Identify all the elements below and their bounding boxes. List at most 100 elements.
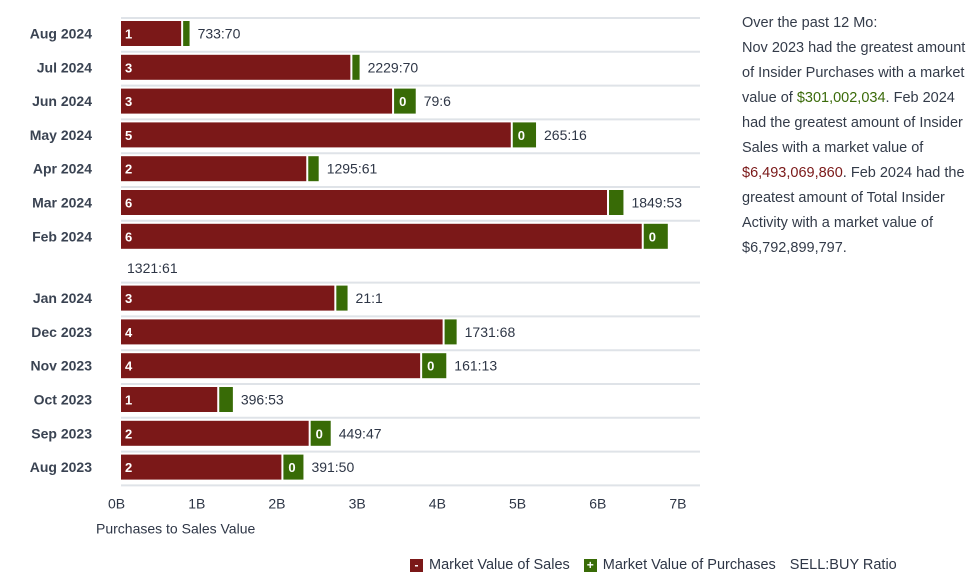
legend-item-ratio[interactable]: SELL:BUY Ratio: [790, 557, 897, 573]
legend-item-purchases[interactable]: + Market Value of Purchases: [583, 557, 776, 573]
purchases-bar: [643, 223, 668, 249]
sell-buy-ratio-label: 733:70: [198, 26, 241, 42]
sales-count-label: 5: [125, 128, 132, 143]
purchases-bar: [336, 285, 348, 311]
sell-buy-ratio-label: 396:53: [241, 392, 284, 408]
category-label: Jan 2024: [33, 290, 92, 306]
sales-bar: [121, 353, 421, 379]
minus-icon: -: [410, 558, 423, 572]
summary-text: Nov 2023 had the greatest amount of Insi…: [742, 36, 967, 261]
sales-bar: [121, 21, 182, 46]
purchases-bar: [310, 420, 331, 446]
sales-bar: [121, 420, 309, 446]
category-label: Nov 2023: [31, 358, 93, 374]
summary-total-text: . Feb 2024 had the greatest amount of To…: [742, 165, 965, 256]
sell-buy-ratio-label: 449:47: [339, 425, 382, 441]
purchases-count-label: 0: [316, 426, 323, 441]
summary-purchase-value: $301,002,034: [796, 90, 886, 106]
sales-bar: [121, 190, 608, 215]
category-label: Apr 2024: [33, 161, 92, 177]
category-label: Dec 2023: [31, 324, 92, 340]
category-label: Jun 2024: [32, 93, 92, 109]
insider-activity-chart: 1 733:70 3 2229:70 3 0 79:6 5 0 265:16 2 1295:61 6 18…: [30, 17, 700, 536]
bars: 1 733:70 3 2229:70 3 0 79:6 5 0 265:16 2 1295:61 6 18…: [121, 21, 682, 480]
legend-sales-label: Market Value of Sales: [429, 557, 570, 573]
summary-panel: Over the past 12 Mo: Nov 2023 had the gr…: [742, 11, 967, 261]
sales-bar: [121, 54, 351, 80]
summary-sales-value: $6,493,069,860: [742, 165, 843, 181]
x-tick-label: 1B: [188, 495, 205, 511]
legend-purchases-label: Market Value of Purchases: [602, 557, 776, 573]
sell-buy-ratio-label: 391:50: [311, 459, 354, 475]
sell-buy-ratio-label: 1731:68: [465, 324, 516, 340]
sales-count-label: 4: [125, 325, 133, 340]
legend: - Market Value of Sales + Market Value o…: [410, 557, 897, 573]
sell-buy-ratio-label: 1295:61: [327, 161, 378, 177]
x-tick-label: 4B: [429, 495, 446, 511]
x-axis: 0B 1B 2B 3B 4B 5B 6B 7B: [108, 495, 687, 511]
category-label: Mar 2024: [32, 195, 92, 211]
purchases-bar: [512, 122, 537, 148]
summary-purchases-text: Nov 2023 had the greatest amount of Insi…: [742, 40, 966, 106]
sales-bar: [121, 156, 307, 182]
sales-bar: [121, 223, 642, 249]
x-axis-title: Purchases to Sales Value: [96, 520, 255, 536]
x-tick-label: 7B: [669, 495, 686, 511]
x-tick-label: 0B: [108, 495, 125, 511]
purchases-bar: [394, 88, 416, 114]
category-label: Oct 2023: [34, 392, 93, 408]
x-tick-label: 2B: [268, 495, 285, 511]
sell-buy-ratio-label: 79:6: [424, 93, 451, 109]
purchases-bar: [609, 190, 624, 215]
category-label: Jul 2024: [37, 59, 92, 75]
purchases-count-label: 0: [427, 359, 434, 374]
category-labels: Aug 2024 Jul 2024 Jun 2024 May 2024 Apr 2024…: [30, 26, 92, 476]
category-label: Sep 2023: [31, 425, 92, 441]
legend-item-sales[interactable]: - Market Value of Sales: [410, 557, 570, 573]
sell-buy-ratio-label: 1321:61: [127, 260, 178, 276]
sales-count-label: 2: [125, 460, 132, 475]
sales-count-label: 1: [125, 393, 132, 408]
summary-sales-text: . Feb 2024 had the greatest amount of In…: [742, 90, 963, 156]
purchases-bar: [352, 54, 360, 80]
x-tick-label: 3B: [349, 495, 366, 511]
summary-intro: Over the past 12 Mo:: [742, 15, 878, 31]
x-tick-label: 6B: [589, 495, 606, 511]
sales-count-label: 1: [125, 27, 132, 42]
plus-icon: +: [583, 558, 597, 572]
sales-bar: [121, 319, 443, 345]
category-label: Aug 2023: [30, 459, 92, 475]
sales-bar: [121, 88, 393, 114]
sell-buy-ratio-label: 265:16: [544, 127, 587, 143]
purchases-bar: [219, 387, 233, 412]
legend-ratio-label: SELL:BUY Ratio: [789, 557, 897, 573]
sales-bar: [121, 122, 511, 148]
sales-count-label: 6: [125, 229, 132, 244]
sell-buy-ratio-label: 2229:70: [368, 59, 419, 75]
sales-count-label: 3: [125, 60, 132, 75]
sell-buy-ratio-label: 21:1: [356, 290, 383, 306]
purchases-count-label: 0: [518, 128, 525, 143]
purchases-count-label: 0: [288, 460, 295, 475]
x-tick-label: 5B: [509, 495, 526, 511]
sell-buy-ratio-label: 161:13: [454, 358, 497, 374]
purchases-bar: [308, 156, 319, 182]
category-label: May 2024: [30, 127, 92, 143]
category-label: Feb 2024: [32, 228, 92, 244]
purchases-count-label: 0: [399, 94, 406, 109]
gridlines: [121, 17, 700, 487]
sales-count-label: 3: [125, 291, 132, 306]
sales-count-label: 4: [125, 359, 133, 374]
purchases-bar: [422, 353, 447, 379]
purchases-count-label: 0: [649, 229, 656, 244]
purchases-bar: [183, 21, 190, 46]
purchases-bar: [444, 319, 457, 345]
sales-count-label: 3: [125, 94, 132, 109]
sales-bar: [121, 454, 282, 480]
sales-count-label: 6: [125, 196, 132, 211]
sales-bar: [121, 285, 335, 311]
sales-bar: [121, 387, 218, 412]
category-label: Aug 2024: [30, 26, 92, 42]
sell-buy-ratio-label: 1849:53: [631, 195, 682, 211]
purchases-bar: [283, 454, 304, 480]
